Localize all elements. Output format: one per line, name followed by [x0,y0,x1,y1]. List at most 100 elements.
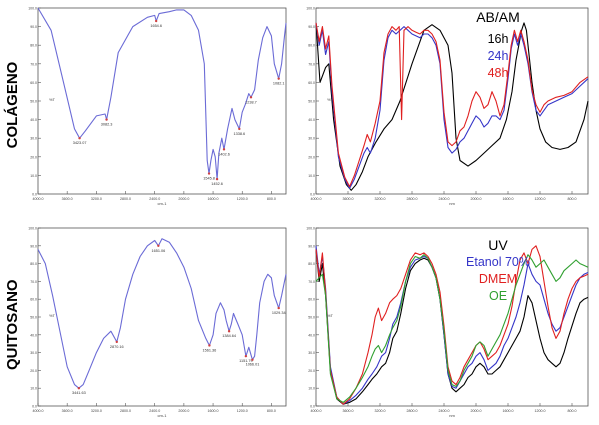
x-axis-label: nm [449,201,455,206]
y-tick-label: 50.0 [30,100,37,104]
y-tick-label: 0.0 [32,405,37,409]
peak-marker [115,340,118,344]
y-tick-label: 90.0 [308,25,315,29]
series-line-oe [315,254,589,403]
x-tick-label: 3200.0 [91,197,102,201]
x-axis-label: nm [449,413,455,418]
y-axis-label: %T [49,97,56,102]
legend-item-24h: 24h [487,49,509,63]
chart-colageno-uv-svg: 0.0 10.0 20.0 30.0 40.0 50.0 60.0 70.0 80.0 90.0 1… [306,7,589,206]
peak-label: 1545.8 [203,177,215,181]
y-tick-label: 40.0 [30,333,37,337]
peak-label: 1238.7 [245,100,257,104]
x-tick-label: 1200.0 [237,197,248,201]
x-tick-label: 3200.0 [375,197,386,201]
series-line-16h [315,22,589,191]
y-axis-label: %T [327,313,334,318]
y-tick-label: 10.0 [308,387,315,391]
series-line-spectrum [37,238,287,389]
y-tick-label: 80.0 [308,262,315,266]
x-tick-label: 2400.0 [149,197,160,201]
peak-marker [157,244,160,247]
peak-marker [227,330,231,333]
peak-marker [244,354,248,358]
x-tick-label: 3600.0 [62,197,73,201]
peak-label: 1338.6 [234,132,246,136]
y-tick-label: 30.0 [30,137,37,141]
peak-marker [77,387,81,390]
peak-marker [207,172,211,175]
x-axis-label: cm-1 [158,201,168,206]
y-tick-label: 50.0 [308,316,315,320]
x-tick-label: 1200.0 [535,197,546,201]
peak-marker [154,19,158,23]
plot-frame [37,227,287,407]
y-tick-label: 60.0 [30,298,37,302]
peak-marker [105,118,108,121]
legend-item-oe: OE [488,289,508,303]
x-tick-label: 4000.0 [311,197,322,201]
x-tick-label: 1200.0 [237,409,248,413]
series-line-48h [315,22,589,188]
peak-label: 1151.79 [239,359,252,363]
peak-label: 3082.3 [101,123,113,127]
legend-title: UV [488,237,508,253]
x-tick-label: 2000.0 [471,409,482,413]
peak-label: 2870.16 [110,345,124,349]
y-tick-label: 50.0 [308,100,315,104]
x-tick-label: 2400.0 [149,409,160,413]
y-tick-label: 100.0 [28,7,37,11]
chart-quitosano-ftir-svg: 0.0 10.0 20.0 30.0 40.0 50.0 60.0 70.0 80.0 90.0 1… [28,227,287,418]
x-tick-label: 3600.0 [343,409,354,413]
peak-marker [251,358,254,361]
y-tick-label: 20.0 [308,369,315,373]
y-tick-label: 10.0 [30,174,37,178]
x-tick-label: 2800.0 [120,409,131,413]
x-tick-label: 2400.0 [439,409,450,413]
legend-title: AB/AM [476,9,520,25]
x-tick-label: 2800.0 [120,197,131,201]
peak-marker [222,148,226,151]
series-line-dmem [315,245,589,405]
series-line-spectrum [37,7,287,180]
y-tick-label: 80.0 [30,262,37,266]
x-tick-label: 2800.0 [407,409,418,413]
peak-marker [277,77,280,80]
y-tick-label: 80.0 [30,44,37,48]
y-tick-label: 0.0 [310,193,315,197]
x-tick-label: 800.0 [568,197,577,201]
x-tick-label: 3200.0 [375,409,386,413]
peak-label: 1029.34 [272,311,286,315]
x-tick-label: 1600.0 [208,197,219,201]
x-tick-label: 4000.0 [311,409,322,413]
x-axis-label: cm-1 [158,413,168,418]
series-line-24h [315,22,589,189]
y-tick-label: 50.0 [30,316,37,320]
y-tick-label: 10.0 [30,387,37,391]
row-label-quitosano: QUITOSANO [4,279,21,370]
x-tick-label: 4000.0 [33,409,44,413]
x-tick-label: 800.0 [267,409,276,413]
y-tick-label: 90.0 [30,25,37,29]
y-tick-label: 40.0 [308,118,315,122]
peak-marker [208,344,211,347]
legend-item-etanol: Etanol 70% [466,255,530,269]
chart-colageno-ftir-svg: 0.0 10.0 20.0 30.0 40.0 50.0 60.0 70.0 80.0 90.0 1… [28,7,287,206]
peak-marker [277,306,280,310]
peak-marker [238,127,241,131]
x-tick-label: 1600.0 [208,409,219,413]
peak-label: 3441.63 [72,391,86,395]
y-tick-label: 70.0 [30,62,37,66]
y-tick-label: 60.0 [30,81,37,85]
chart-colageno-ftir: 0.0 10.0 20.0 30.0 40.0 50.0 60.0 70.0 80.0 90.0 1… [28,4,290,208]
y-tick-label: 90.0 [308,244,315,248]
peak-label: 1066.01 [246,363,260,367]
y-tick-label: 20.0 [308,155,315,159]
y-tick-label: 20.0 [30,155,37,159]
x-tick-label: 3200.0 [91,409,102,413]
legend-item-48h: 48h [487,66,509,80]
y-tick-label: 70.0 [30,280,37,284]
y-tick-label: 30.0 [30,351,37,355]
x-tick-label: 2000.0 [178,197,189,201]
x-tick-label: 800.0 [267,197,276,201]
